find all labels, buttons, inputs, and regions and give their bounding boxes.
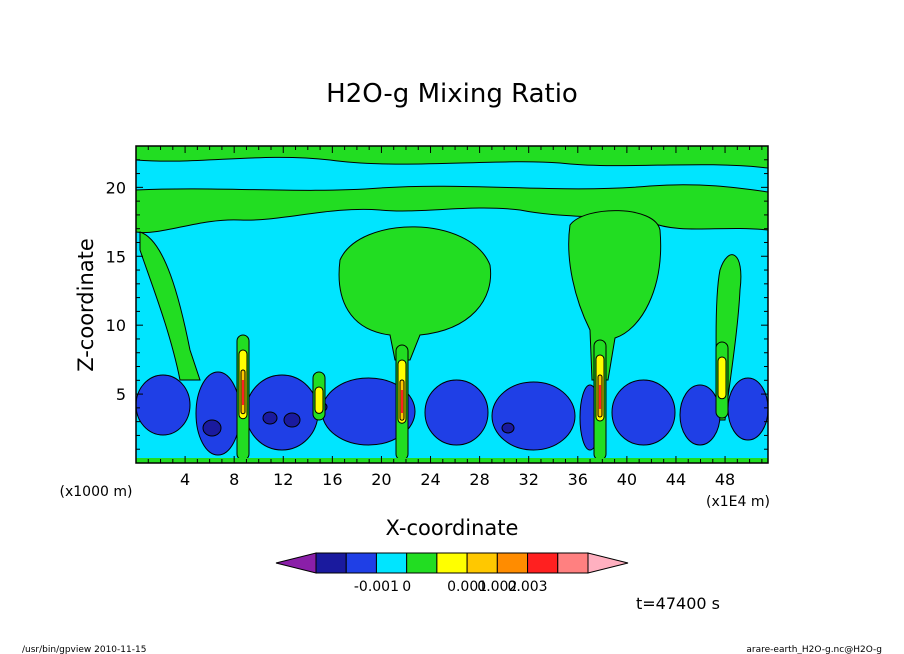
colorbar-segment: [406, 552, 438, 574]
x-axis: 4 8 12 16 20 24 28 32 36 40 44 48: [147, 146, 763, 489]
contour-darkblue-0: [202, 419, 222, 437]
colorbar-low-arrow: [275, 552, 317, 574]
colorbar-segment: [557, 552, 589, 574]
footer-left: /usr/bin/gpview 2010-11-15: [22, 645, 146, 654]
y-axis: 5 10 15 20: [106, 159, 768, 450]
chart-title: H2O-g Mixing Ratio: [326, 79, 578, 109]
colorbar-high-arrow: [587, 552, 629, 574]
contour-blue-1: [195, 371, 241, 456]
core-yellow-4: [314, 386, 324, 414]
x-tick-label: 8: [229, 470, 239, 489]
x-tick-label: 40: [617, 470, 637, 489]
y-tick-label: 15: [106, 247, 126, 266]
contour-blue-5: [491, 381, 576, 451]
colorbar-tick-label: 0: [402, 579, 411, 595]
x-tick-label: 16: [322, 470, 342, 489]
y-tick-label: 10: [106, 316, 126, 335]
footer-right: arare-earth_H2O-g.nc@H2O-g: [746, 645, 882, 654]
colorbar-tick-label: -0.001: [354, 579, 399, 595]
x-tick-label: 4: [180, 470, 190, 489]
contour-darkblue-2: [262, 411, 278, 425]
contour-darkblue-3: [501, 422, 515, 434]
core-red-2: [599, 385, 601, 409]
colorbar-segment: [527, 552, 559, 574]
time-label: t=47400 s: [636, 594, 720, 613]
x-unit-left: (x1000 m): [60, 484, 133, 500]
contour-darkblue-1: [283, 412, 301, 428]
x-tick-label: 20: [371, 470, 391, 489]
x-tick-label: 44: [666, 470, 686, 489]
contour-plume-21k: [338, 226, 492, 361]
colorbar-tick-label: 0.003: [508, 579, 548, 595]
x-tick-label: 36: [568, 470, 588, 489]
plot-area: [135, 145, 769, 464]
contour-upper-green: [136, 146, 768, 169]
x-tick-label: 24: [420, 470, 440, 489]
x-tick-label: 12: [273, 470, 293, 489]
colorbar-tick-label: 0.002: [477, 579, 517, 595]
contour-blue-2: [245, 374, 319, 451]
contour-plume-5k: [139, 231, 201, 381]
contour-blue-4: [424, 379, 489, 446]
ground-strip: [136, 458, 768, 463]
contour-blue-9: [727, 377, 768, 441]
colorbar-segment: [345, 552, 377, 574]
core-red-0: [242, 380, 244, 405]
colorbar-segment: [496, 552, 529, 574]
x-axis-label: X-coordinate: [386, 516, 519, 540]
contour-upper-green-2: [136, 184, 768, 234]
y-tick-label: 20: [106, 178, 126, 197]
y-axis-label: Z-coordinate: [74, 238, 98, 372]
contour-plume-38k: [568, 210, 662, 381]
contour-blue-0: [136, 374, 191, 436]
colorbar-segment: [436, 552, 468, 574]
colorbar-segment: [466, 552, 498, 574]
colorbar-segment: [375, 552, 408, 574]
contour-blue-7: [611, 379, 676, 446]
colorbar-segment: [315, 552, 347, 574]
core-yellow-3: [717, 356, 727, 400]
core-red-1: [401, 390, 403, 413]
x-unit-right: (x1E4 m): [706, 494, 770, 510]
x-tick-label: 28: [469, 470, 489, 489]
x-tick-label: 32: [519, 470, 539, 489]
contour-field: [136, 146, 768, 463]
x-tick-label: 48: [715, 470, 735, 489]
contour-blue-8: [679, 384, 721, 446]
plot-frame: [135, 145, 769, 464]
y-tick-label: 5: [116, 385, 126, 404]
colorbar-tick-label: 0.001: [447, 579, 487, 595]
